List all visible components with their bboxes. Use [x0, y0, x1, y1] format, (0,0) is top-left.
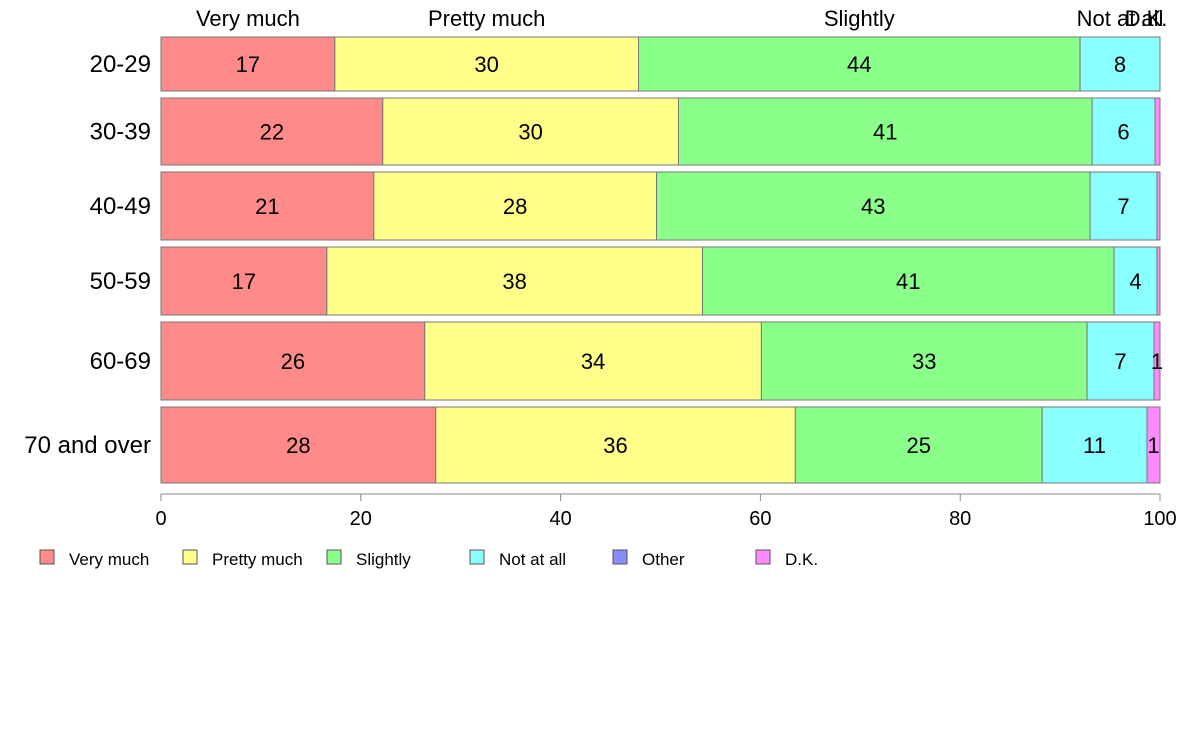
bar-labels-group: 17 30 44 822 30 41 621 28 43 717 38 41 426 34 33 7 128 36… [232, 52, 1163, 458]
bar-value-label: 6 [1117, 120, 1129, 145]
top-category-label: D.K. [1125, 6, 1168, 31]
bar-value-label: 41 [873, 120, 897, 145]
legend-swatch [469, 549, 485, 565]
bar-segment [1146, 406, 1161, 484]
row-category-label: 60-69 [90, 348, 151, 375]
top-category-label: Very much [196, 6, 300, 31]
row-category-label: 20-29 [90, 51, 151, 78]
legend: Very much Pretty much Slightly Not at all Ot… [39, 549, 818, 569]
x-axis: 0 20 40 60 80 100 [155, 493, 1177, 530]
top-category-label: Not at all [1077, 6, 1164, 31]
bar-segment [1113, 246, 1158, 316]
bar-segment [334, 36, 640, 92]
bar-value-label: 25 [906, 433, 930, 458]
bar-value-label: 17 [232, 269, 256, 294]
bar-segment [373, 171, 658, 241]
legend-swatch [182, 549, 198, 565]
bar-value-label: 28 [286, 433, 310, 458]
bar-value-label: 43 [861, 194, 885, 219]
legend-swatch [612, 549, 628, 565]
bar-segment [160, 246, 328, 316]
bar-value-label: 17 [236, 52, 260, 77]
bar-value-label: 4 [1129, 269, 1141, 294]
bar-value-label: 7 [1114, 349, 1126, 374]
bars-group [160, 36, 1161, 484]
legend-label: Pretty much [212, 550, 303, 569]
bar-segment [1156, 171, 1161, 241]
bar-value-label: 11 [1083, 433, 1106, 458]
legend-swatch [39, 549, 55, 565]
x-tick-label: 100 [1143, 508, 1176, 530]
bar-value-label: 36 [603, 433, 627, 458]
row-labels-group: 20-29 30-39 40-49 50-59 60-69 70 and over [24, 51, 151, 459]
legend-swatch [755, 549, 771, 565]
bar-segment [160, 97, 384, 166]
legend-label: D.K. [785, 550, 818, 569]
top-labels-group: Very much Pretty much Slightly Not at allD.… [196, 6, 1167, 31]
x-tick-label: 60 [749, 508, 771, 530]
bar-segment [1079, 36, 1161, 92]
x-tick-label: 40 [549, 508, 571, 530]
bar-segment [435, 406, 796, 484]
bar-value-label: 38 [502, 269, 526, 294]
legend-label: Very much [69, 550, 149, 569]
legend-swatch [326, 549, 342, 565]
bar-segment [160, 171, 375, 241]
legend-label: Slightly [356, 550, 411, 569]
x-tick-label: 80 [949, 508, 971, 530]
bar-value-label: 44 [847, 52, 871, 77]
bar-segment [382, 97, 679, 166]
bar-segment [1041, 406, 1148, 484]
bar-segment [760, 321, 1088, 401]
bar-segment [160, 36, 336, 92]
bar-segment [1156, 246, 1161, 316]
row-category-label: 40-49 [90, 193, 151, 220]
bar-segment [160, 406, 437, 484]
bar-value-label: 33 [912, 349, 936, 374]
bar-value-label: 8 [1114, 52, 1126, 77]
bar-value-label: 30 [474, 52, 498, 77]
top-category-label: Slightly [824, 6, 895, 31]
bar-segment [1153, 321, 1161, 401]
bar-value-label: 21 [255, 194, 279, 219]
bar-segment [1089, 171, 1158, 241]
bar-value-label: 28 [503, 194, 527, 219]
bar-value-label: 22 [260, 120, 284, 145]
bar-value-label: 1 [1147, 433, 1159, 458]
row-category-label: 30-39 [90, 119, 151, 146]
bar-value-label: 34 [581, 349, 605, 374]
bar-segment [701, 246, 1115, 316]
bar-value-label: 26 [281, 349, 305, 374]
bar-value-label: 30 [518, 120, 542, 145]
bar-segment [160, 321, 426, 401]
top-category-label: Pretty much [428, 6, 545, 31]
bar-segment [424, 321, 762, 401]
row-category-label: 50-59 [90, 268, 151, 295]
legend-label: Not at all [499, 550, 566, 569]
bar-value-label: 1 [1151, 349, 1163, 374]
bar-value-label: 7 [1117, 194, 1129, 219]
bar-segment [638, 36, 1081, 92]
bar-segment [677, 97, 1093, 166]
bar-value-label: 41 [896, 269, 920, 294]
bar-segment [1091, 97, 1156, 166]
bar-segment [326, 246, 703, 316]
row-category-label: 70 and over [24, 432, 151, 459]
x-tick-label: 20 [350, 508, 372, 530]
bar-segment [1154, 97, 1161, 166]
bar-segment [1086, 321, 1155, 401]
legend-label: Other [642, 550, 685, 569]
x-tick-label: 0 [155, 508, 166, 530]
